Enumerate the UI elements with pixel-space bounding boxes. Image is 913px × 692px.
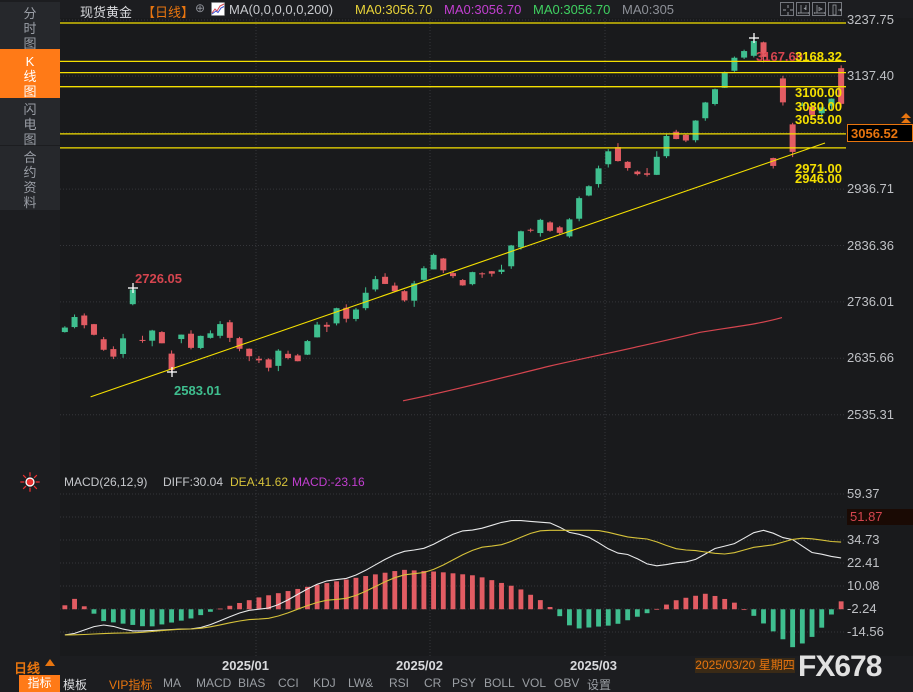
svg-text:2726.05: 2726.05: [135, 271, 182, 286]
svg-text:DEA:41.62: DEA:41.62: [230, 475, 288, 489]
svg-text:2583.01: 2583.01: [174, 383, 221, 398]
svg-text:3168.32: 3168.32: [795, 49, 842, 64]
svg-text:3100.00: 3100.00: [795, 85, 842, 100]
svg-text:MACD:-23.16: MACD:-23.16: [292, 475, 365, 489]
svg-text:3055.00: 3055.00: [795, 112, 842, 127]
svg-text:MACD(26,12,9): MACD(26,12,9): [64, 475, 147, 489]
svg-text:2946.00: 2946.00: [795, 171, 842, 186]
svg-text:DIFF:30.04: DIFF:30.04: [163, 475, 223, 489]
